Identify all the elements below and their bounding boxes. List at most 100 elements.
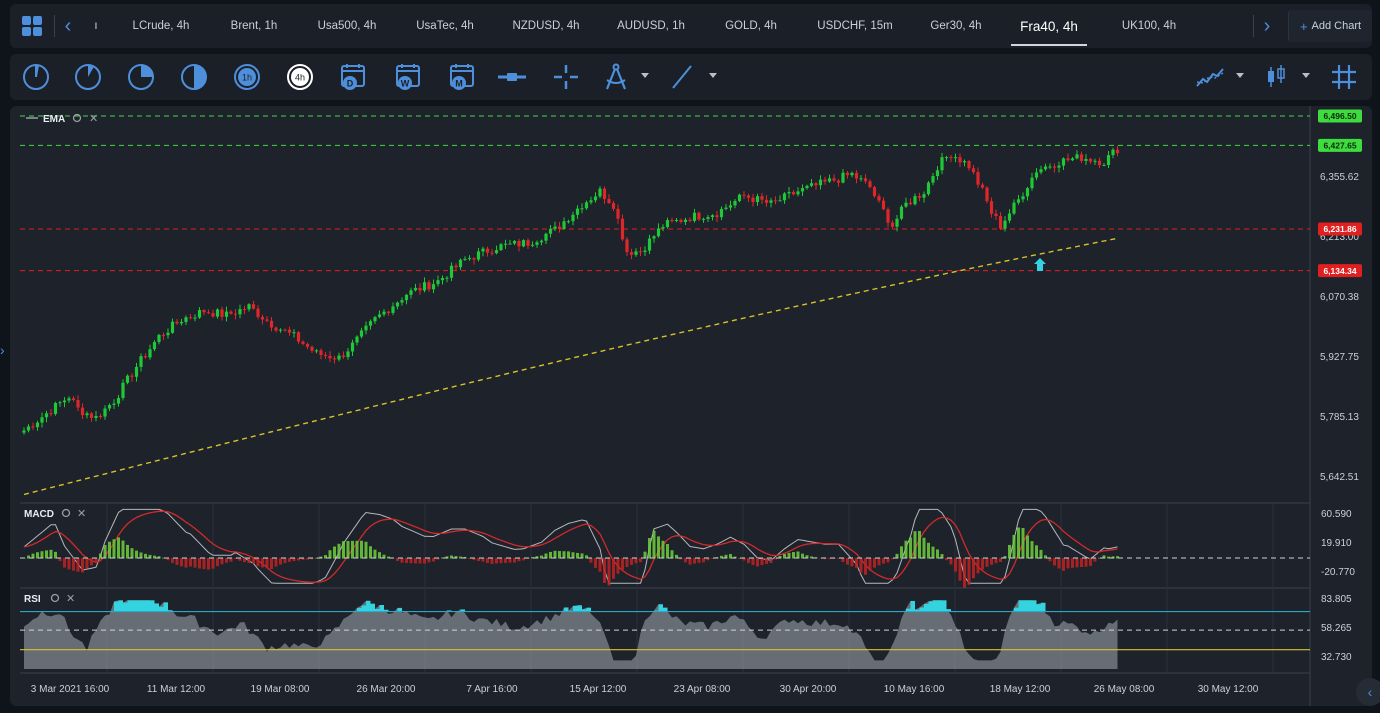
macd-histogram-bar — [90, 558, 93, 566]
tab-1[interactable]: LCrude, 4h — [132, 20, 190, 32]
timeframe-1h-icon[interactable]: 1h — [231, 61, 263, 93]
expand-left-panel-icon[interactable]: › — [0, 342, 5, 358]
candle-body — [850, 172, 854, 176]
macd-histogram-bar — [787, 552, 791, 559]
svg-text:D: D — [347, 79, 354, 89]
rsi-overbought-fill — [663, 607, 668, 612]
calendar-day-icon[interactable]: D — [337, 61, 369, 93]
timeframe-30m-icon[interactable] — [178, 61, 210, 93]
price-tag — [1318, 109, 1362, 123]
candle-type-chevron-down-icon[interactable] — [1302, 73, 1310, 78]
horizontal-line-icon[interactable] — [496, 61, 528, 93]
macd-histogram-bar — [612, 558, 615, 579]
candle-body — [116, 397, 121, 404]
macd-histogram-bar — [508, 558, 512, 563]
candle-body — [80, 407, 85, 416]
tab-3[interactable]: Usa500, 4h — [317, 20, 377, 32]
macd-close-icon[interactable]: ✕ — [77, 508, 86, 520]
candle-body — [1057, 165, 1061, 168]
candle-body — [229, 311, 233, 314]
timeframe-15m-icon[interactable] — [125, 61, 157, 93]
tab-6[interactable]: AUDUSD, 1h — [617, 20, 685, 32]
candle-body — [499, 244, 503, 251]
macd-histogram-bar — [427, 558, 431, 563]
rsi-overbought-fill — [460, 609, 465, 612]
candle-body — [355, 336, 359, 343]
macd-histogram-bar — [297, 558, 300, 561]
tf-1h-text: 1h — [242, 73, 252, 83]
collapse-right-panel-icon[interactable]: ‹ — [1356, 678, 1380, 706]
grid-lines-icon[interactable] — [1328, 61, 1360, 93]
tabs-scroll-right-icon[interactable]: › — [1263, 14, 1271, 37]
macd-histogram-bar — [202, 558, 206, 570]
indicators-icon[interactable] — [1194, 61, 1226, 93]
tabs-scroll-left-icon[interactable]: ‹ — [64, 14, 72, 37]
tab-2[interactable]: Brent, 1h — [230, 20, 278, 32]
rsi-overbought-fill — [370, 603, 375, 612]
price-axis-label: 6,355.62 — [1320, 172, 1359, 183]
candle-body — [935, 170, 940, 177]
ema-settings-gear-icon[interactable] — [72, 113, 82, 123]
tab-10[interactable]: Fra40, 4h — [1001, 4, 1097, 48]
candle-body — [688, 219, 692, 221]
drawing-compass-icon[interactable] — [600, 61, 632, 93]
candle-body — [539, 240, 544, 243]
macd-histogram-bar — [454, 556, 458, 559]
tab-0[interactable]: ı — [94, 20, 98, 32]
tab-7[interactable]: GOLD, 4h — [725, 20, 777, 32]
macd-histogram-bar — [382, 554, 386, 559]
macd-histogram-bar — [513, 558, 516, 563]
crosshair-icon[interactable] — [550, 61, 582, 93]
candle-body — [157, 334, 161, 343]
macd-histogram-bar — [337, 543, 341, 559]
time-axis-label: 11 Mar 12:00 — [147, 684, 206, 695]
candle-body — [922, 194, 926, 198]
tab-5[interactable]: NZDUSD, 4h — [512, 20, 580, 32]
timeframe-1m-icon[interactable] — [20, 61, 52, 93]
rsi-overbought-fill — [919, 607, 924, 612]
tab-8[interactable]: USDCHF, 15m — [817, 20, 893, 32]
candle-body — [440, 278, 445, 281]
timeframe-4h-icon[interactable]: 4h — [284, 61, 316, 93]
calendar-week-icon[interactable]: W — [392, 61, 424, 93]
rsi-overbought-fill — [123, 602, 128, 612]
timeframe-5m-icon[interactable] — [72, 61, 104, 93]
rsi-overbought-fill — [150, 600, 155, 612]
layout-grid-icon[interactable] — [10, 4, 54, 48]
macd-histogram-bar — [531, 557, 534, 559]
macd-histogram-bar — [63, 558, 66, 568]
candle-type-icon[interactable] — [1260, 61, 1292, 93]
candle-body — [575, 208, 580, 215]
calendar-month-icon[interactable]: M — [446, 61, 478, 93]
rsi-settings-gear-icon[interactable] — [50, 593, 60, 603]
tab-11[interactable]: UK100, 4h — [1121, 20, 1177, 32]
tab-9[interactable]: Ger30, 4h — [930, 20, 982, 32]
add-chart-button[interactable]: + Add Chart — [1288, 10, 1372, 42]
candle-body — [409, 290, 413, 295]
drawing-menu-chevron-down-icon[interactable] — [641, 73, 649, 78]
ema-close-icon[interactable]: ✕ — [89, 113, 98, 125]
price-chart[interactable]: 6,355.62 6,213.00 6,070.38 5,927.75 5,785.13… — [10, 106, 1372, 706]
time-axis-label: 23 Apr 08:00 — [674, 684, 731, 695]
candle-body — [503, 243, 508, 245]
chart-area[interactable]: 6,355.62 6,213.00 6,070.38 5,927.75 5,785.13… — [10, 106, 1372, 706]
candle-body — [544, 233, 548, 241]
trendline-menu-chevron-down-icon[interactable] — [709, 73, 717, 78]
macd-histogram-bar — [387, 556, 390, 559]
macd-histogram-bar — [324, 555, 327, 559]
macd-settings-gear-icon[interactable] — [61, 508, 71, 518]
candle-body — [359, 330, 364, 337]
macd-histogram-bar — [1035, 545, 1038, 559]
macd-histogram-bar — [747, 558, 750, 564]
time-axis-label: 10 May 16:00 — [884, 684, 945, 695]
rsi-close-icon[interactable]: ✕ — [66, 593, 75, 605]
candle-body — [886, 209, 890, 223]
macd-histogram-bar — [67, 558, 71, 570]
tab-4[interactable]: UsaTec, 4h — [416, 20, 474, 32]
trendline-icon[interactable] — [666, 61, 698, 93]
macd-histogram-bar — [76, 558, 80, 572]
indicators-menu-chevron-down-icon[interactable] — [1236, 73, 1244, 78]
candle-body — [553, 226, 557, 229]
candle-body — [589, 200, 593, 203]
candle-body — [341, 355, 346, 358]
